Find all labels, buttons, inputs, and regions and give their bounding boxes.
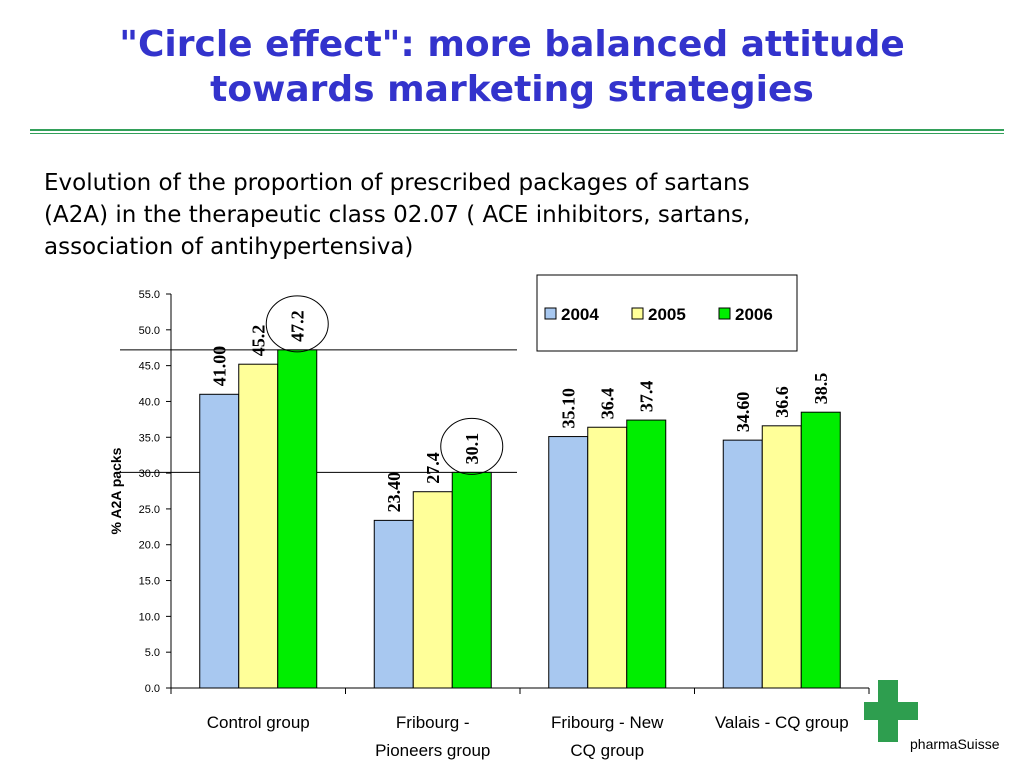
- green-cross-logo-icon: [864, 680, 918, 742]
- subtitle-line2: (A2A) in the therapeutic class 02.07 ( A…: [44, 202, 751, 228]
- slide-title-line2: towards marketing strategies: [210, 69, 814, 110]
- title-divider: [30, 129, 1004, 131]
- data-label: 37.4: [636, 381, 656, 413]
- data-label: 34.60: [733, 392, 753, 433]
- y-axis-title: % A2A packs: [108, 447, 124, 534]
- highlight-circle: [265, 295, 329, 353]
- highlight-circle: [440, 417, 504, 475]
- logo-text: pharmaSuisse: [910, 736, 1000, 752]
- y-tick-label: 20.0: [139, 540, 160, 552]
- category-label: CQ group: [570, 741, 644, 760]
- slide-title-line1: "Circle effect": more balanced attitude: [119, 24, 905, 65]
- y-tick-label: 0.0: [145, 683, 160, 695]
- y-tick-label: 10.0: [139, 611, 160, 623]
- y-tick-label: 45.0: [139, 361, 160, 373]
- bar-2006: [277, 349, 318, 689]
- y-tick-label: 5.0: [145, 647, 160, 659]
- slide-title: "Circle effect": more balanced attitude …: [0, 22, 1024, 112]
- bar-2006: [800, 411, 841, 689]
- bar-2005: [761, 425, 802, 689]
- category-label: Fribourg - New: [551, 713, 664, 732]
- category-label: Pioneers group: [375, 741, 490, 760]
- category-label: Valais - CQ group: [715, 713, 849, 732]
- bar-2004: [199, 393, 240, 689]
- data-label: 23.40: [384, 472, 404, 513]
- subtitle-line1: Evolution of the proportion of prescribe…: [44, 170, 750, 196]
- bar-2004: [722, 439, 763, 689]
- y-tick-label: 40.0: [139, 396, 160, 408]
- subtitle-line3: association of antihypertensiva): [44, 234, 414, 260]
- data-label: 36.6: [772, 386, 792, 418]
- data-label: 45.2: [248, 325, 268, 357]
- y-tick-label: 55.0: [139, 289, 160, 301]
- legend-swatch: [544, 307, 557, 320]
- category-label: Fribourg -: [396, 713, 470, 732]
- y-tick-label: 35.0: [139, 432, 160, 444]
- y-tick-label: 25.0: [139, 504, 160, 516]
- y-tick-label: 50.0: [139, 325, 160, 337]
- bar-2004: [548, 436, 589, 689]
- data-label: 38.5: [811, 373, 831, 405]
- category-label: Control group: [207, 713, 310, 732]
- data-label: 30.1: [462, 433, 482, 465]
- legend-box: [536, 274, 798, 352]
- legend-label: 2005: [648, 305, 686, 324]
- bar-2005: [238, 363, 279, 689]
- legend-label: 2006: [735, 305, 773, 324]
- y-tick-label: 15.0: [139, 576, 160, 588]
- data-label: 36.4: [597, 388, 617, 420]
- y-tick-label: 30.0: [139, 468, 160, 480]
- data-label: 41.00: [209, 346, 229, 387]
- slide-subtitle: Evolution of the proportion of prescribe…: [44, 167, 974, 263]
- title-divider-thin: [30, 133, 1004, 134]
- legend-swatch: [631, 307, 644, 320]
- data-label: 27.4: [423, 452, 443, 484]
- data-label: 35.10: [558, 388, 578, 429]
- bar-2004: [373, 519, 414, 689]
- legend-swatch: [718, 307, 731, 320]
- data-label: 47.2: [287, 310, 307, 342]
- bar-2005: [587, 426, 628, 689]
- bar-2006: [626, 419, 667, 689]
- bar-2005: [412, 491, 453, 689]
- legend-label: 2004: [561, 305, 599, 324]
- bar-2006: [451, 471, 492, 689]
